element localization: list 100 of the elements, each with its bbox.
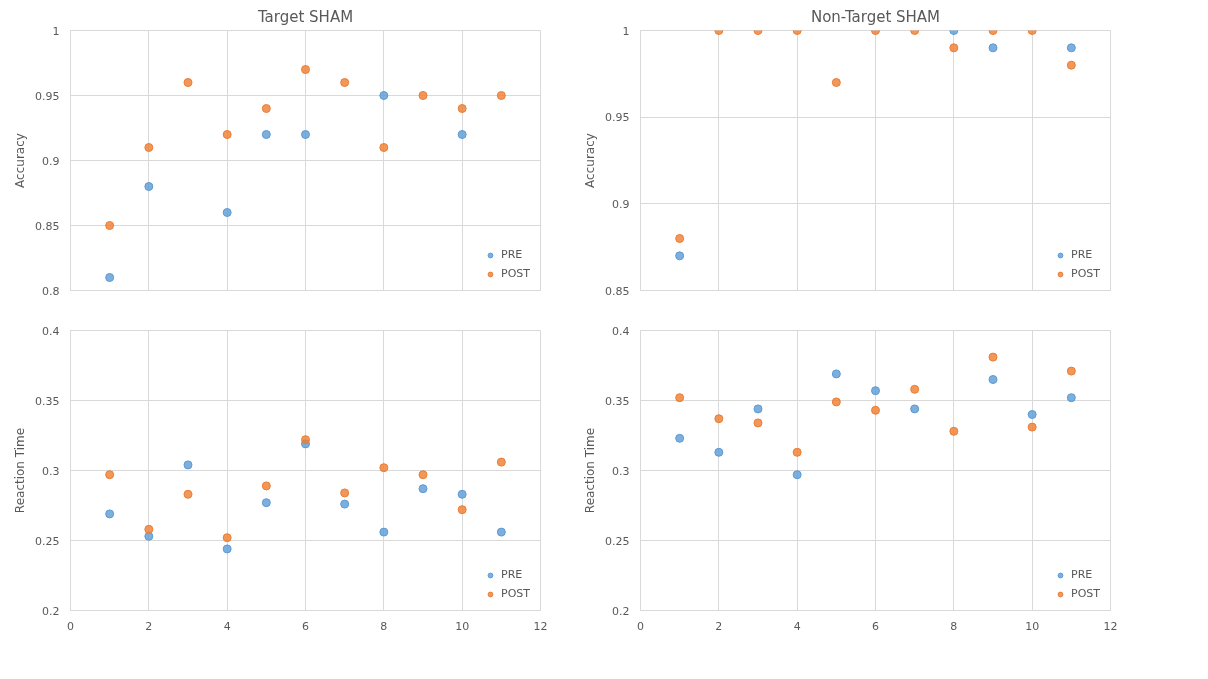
point xyxy=(144,143,154,152)
point xyxy=(1027,422,1037,432)
point xyxy=(301,435,310,445)
y-tick-label: 0.85 xyxy=(605,284,630,298)
point xyxy=(183,460,193,470)
point xyxy=(379,463,389,473)
y-tick-label: 1 xyxy=(52,24,60,38)
point xyxy=(675,251,685,261)
x-tick-label: 10 xyxy=(455,619,470,633)
point xyxy=(222,544,232,554)
y-tick-label: 0.3 xyxy=(42,464,60,478)
point xyxy=(831,78,841,87)
point xyxy=(301,65,310,74)
point xyxy=(714,414,724,424)
x-tick-label: 2 xyxy=(145,619,153,633)
chart-title: Non-Target SHAM xyxy=(810,7,941,26)
point xyxy=(831,369,841,379)
x-tick-label: 0 xyxy=(637,619,644,633)
x-tick-label: 4 xyxy=(793,619,801,633)
x-tick-label: 10 xyxy=(1025,619,1040,633)
y-axis-title: Reaction Time xyxy=(13,427,28,514)
y-tick-label: 0.85 xyxy=(35,219,60,233)
y-tick-label: 0.2 xyxy=(42,604,60,618)
y-tick-label: 0.8 xyxy=(42,284,60,298)
point xyxy=(261,104,271,113)
y-tick-label: 0.95 xyxy=(35,89,60,103)
y-tick-label: 0.25 xyxy=(35,534,60,548)
point xyxy=(301,130,310,139)
y-tick-label: 0.9 xyxy=(612,197,630,211)
legend-label: PRE xyxy=(1071,248,1093,261)
point xyxy=(714,447,724,457)
point xyxy=(144,524,154,534)
point xyxy=(988,352,998,362)
legend-label: POST xyxy=(501,587,530,600)
point xyxy=(457,104,467,113)
point xyxy=(379,527,389,537)
point xyxy=(144,182,154,191)
point xyxy=(222,533,232,543)
point xyxy=(988,43,998,53)
point xyxy=(340,488,350,498)
point xyxy=(105,470,115,480)
point xyxy=(1066,366,1076,376)
point xyxy=(496,91,506,100)
point xyxy=(340,78,350,87)
point xyxy=(261,130,271,139)
point xyxy=(183,489,193,499)
y-axis-title: Reaction Time xyxy=(583,427,598,514)
point xyxy=(418,484,428,494)
point xyxy=(1066,393,1076,403)
x-tick-label: 12 xyxy=(533,619,548,633)
point xyxy=(496,457,506,467)
point xyxy=(675,393,685,403)
point xyxy=(222,208,232,217)
x-tick-label: 8 xyxy=(950,619,958,633)
x-tick-label: 6 xyxy=(872,619,879,633)
chart-title: Target SHAM xyxy=(256,7,354,26)
point xyxy=(183,78,193,87)
point xyxy=(105,221,115,230)
point xyxy=(261,481,271,491)
y-axis-title: Accuracy xyxy=(583,133,598,188)
point xyxy=(457,130,467,139)
x-tick-label: 2 xyxy=(715,619,723,633)
legend-label: PRE xyxy=(1071,568,1093,581)
x-tick-label: 8 xyxy=(380,619,388,633)
y-tick-label: 0.95 xyxy=(605,111,630,125)
point xyxy=(792,447,802,457)
point xyxy=(1066,43,1076,53)
point xyxy=(753,404,763,414)
point xyxy=(496,527,506,537)
point xyxy=(222,130,232,139)
point xyxy=(105,273,115,282)
legend-label: PRE xyxy=(501,248,523,261)
point xyxy=(988,375,998,384)
y-tick-label: 0.25 xyxy=(605,534,630,548)
x-tick-label: 6 xyxy=(302,619,309,633)
point xyxy=(379,91,389,100)
x-tick-label: 12 xyxy=(1103,619,1118,633)
x-tick-label: 0 xyxy=(67,619,74,633)
y-tick-label: 0.4 xyxy=(612,324,630,338)
y-tick-label: 0.4 xyxy=(42,324,60,338)
x-tick-label: 4 xyxy=(223,619,231,633)
point xyxy=(753,418,763,428)
point xyxy=(871,386,880,396)
point xyxy=(105,509,115,519)
legend-label: PRE xyxy=(501,568,523,581)
y-tick-label: 0.3 xyxy=(612,464,630,478)
legend-label: POST xyxy=(501,267,530,280)
point xyxy=(675,234,685,243)
y-tick-label: 0.9 xyxy=(42,154,60,168)
point xyxy=(831,397,841,407)
point xyxy=(1066,60,1076,70)
y-tick-label: 0.35 xyxy=(35,394,60,408)
point xyxy=(418,91,428,100)
y-axis-title: Accuracy xyxy=(13,133,28,188)
point xyxy=(949,43,959,53)
point xyxy=(675,433,685,443)
legend-label: POST xyxy=(1071,587,1100,600)
point xyxy=(418,470,428,480)
point xyxy=(910,384,920,394)
y-tick-label: 0.35 xyxy=(605,394,630,408)
